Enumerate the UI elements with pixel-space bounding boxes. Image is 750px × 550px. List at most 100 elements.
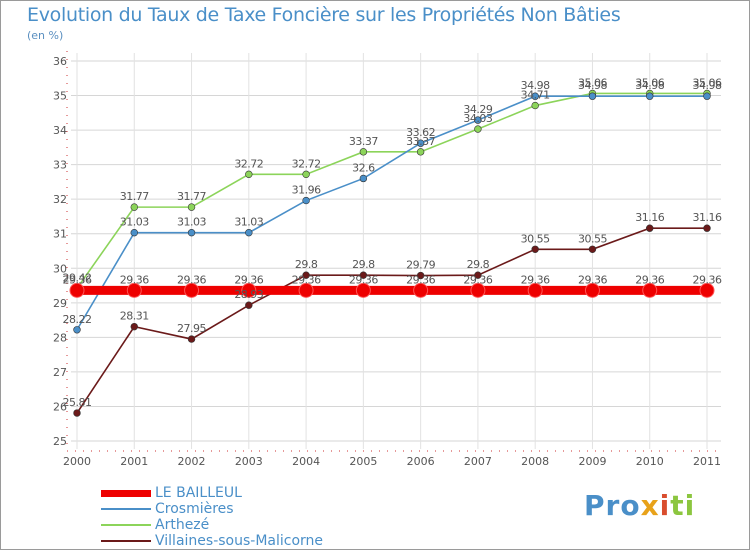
legend-label: Crosmières [155, 501, 234, 517]
data-label: 35.06 [635, 76, 664, 89]
data-label: 31.16 [693, 211, 722, 224]
x-tick-label: 2007 [464, 455, 492, 468]
chart-legend: LE BAILLEUL Crosmières Arthezé Villaines-so… [101, 485, 323, 549]
data-point [245, 228, 253, 237]
y-tick-label: 36 [53, 55, 67, 68]
data-point [531, 92, 539, 100]
data-point [646, 224, 654, 232]
data-point [588, 245, 597, 253]
y-tick-label: 34 [53, 124, 67, 137]
data-label: 25.81 [63, 396, 92, 409]
data-label: 29.36 [578, 273, 607, 286]
data-point [245, 170, 253, 179]
data-label: 30.55 [578, 232, 607, 245]
data-point [130, 228, 138, 237]
data-point [416, 139, 425, 147]
legend-label: Arthezé [155, 517, 210, 533]
data-point [474, 271, 482, 279]
data-label: 34.98 [693, 79, 722, 92]
data-point [531, 245, 539, 253]
x-tick-label: 2011 [693, 455, 721, 468]
x-tick-label: 2009 [578, 455, 606, 468]
data-point [130, 203, 138, 211]
legend-item: Arthezé [101, 517, 323, 533]
series-line [76, 92, 707, 289]
data-label: 29.8 [467, 258, 490, 271]
data-point [302, 271, 310, 279]
data-point [699, 282, 715, 298]
data-label: 29.42 [63, 271, 92, 284]
x-tick-label: 2005 [349, 455, 377, 468]
data-label: 32.72 [292, 157, 321, 170]
data-label: 32.72 [234, 157, 263, 170]
logo-part-3: i [659, 489, 671, 522]
x-tick-label: 2010 [636, 455, 664, 468]
legend-item: Villaines-sous-Malicorne [101, 533, 323, 549]
data-point [241, 282, 257, 298]
data-label: 29.8 [295, 258, 318, 271]
data-label: 29.36 [63, 273, 92, 286]
data-point [588, 92, 597, 100]
data-point [470, 282, 486, 298]
data-label: 33.37 [406, 135, 435, 148]
data-point [359, 271, 368, 279]
data-label: 31.16 [635, 211, 664, 224]
series-line [76, 95, 707, 331]
legend-item: LE BAILLEUL [101, 485, 323, 501]
x-tick-label: 2003 [235, 455, 263, 468]
data-point [298, 282, 314, 298]
data-point [584, 282, 600, 298]
data-label: 29.36 [635, 273, 664, 286]
legend-swatch [101, 508, 151, 510]
data-point [703, 92, 711, 100]
data-point [527, 282, 543, 298]
data-label: 31.96 [292, 184, 321, 197]
data-label: 34.98 [635, 79, 664, 92]
data-point [130, 322, 138, 331]
data-label: 29.36 [120, 273, 149, 286]
data-point [474, 125, 482, 133]
y-tick-label: 25 [53, 435, 67, 448]
y-tick-label: 29 [53, 297, 67, 310]
chart-title: Evolution du Taux de Taxe Foncière sur l… [27, 4, 621, 26]
proxiti-logo: Proxiti [584, 489, 695, 522]
y-tick-label: 28 [53, 331, 67, 344]
data-label: 31.03 [234, 216, 263, 229]
data-label: 31.77 [177, 190, 206, 203]
data-label: 29.79 [406, 259, 435, 272]
legend-swatch [101, 489, 151, 497]
data-label: 28.93 [234, 288, 263, 301]
y-tick-label: 35 [53, 90, 67, 103]
data-point [184, 282, 200, 298]
data-point [187, 335, 196, 343]
data-label: 34.98 [578, 79, 607, 92]
data-label: 29.36 [234, 273, 263, 286]
data-label: 34.29 [463, 103, 492, 116]
data-point [126, 282, 142, 298]
x-tick-label: 2006 [407, 455, 435, 468]
data-label: 34.03 [463, 112, 492, 125]
data-point [646, 92, 654, 100]
data-point [359, 148, 368, 156]
data-point [187, 228, 196, 237]
data-label: 34.98 [521, 79, 550, 92]
data-label: 31.03 [177, 216, 206, 229]
data-point [73, 326, 81, 334]
data-point [245, 301, 253, 309]
data-point [187, 203, 196, 211]
x-tick-label: 2004 [292, 455, 320, 468]
logo-part-2: x [640, 489, 660, 522]
series-line [76, 227, 707, 414]
x-tick-label: 2002 [178, 455, 206, 468]
data-label: 29.36 [521, 273, 550, 286]
y-tick-label: 32 [53, 193, 67, 206]
data-label: 29.36 [406, 273, 435, 286]
data-label: 31.77 [120, 190, 149, 203]
y-tick-label: 33 [53, 159, 67, 172]
legend-item: Crosmières [101, 501, 323, 517]
y-tick-label: 27 [53, 366, 67, 379]
data-point [531, 101, 539, 110]
chart-unit: (en %) [27, 29, 64, 42]
legend-label: LE BAILLEUL [155, 485, 242, 501]
data-label: 31.03 [120, 216, 149, 229]
